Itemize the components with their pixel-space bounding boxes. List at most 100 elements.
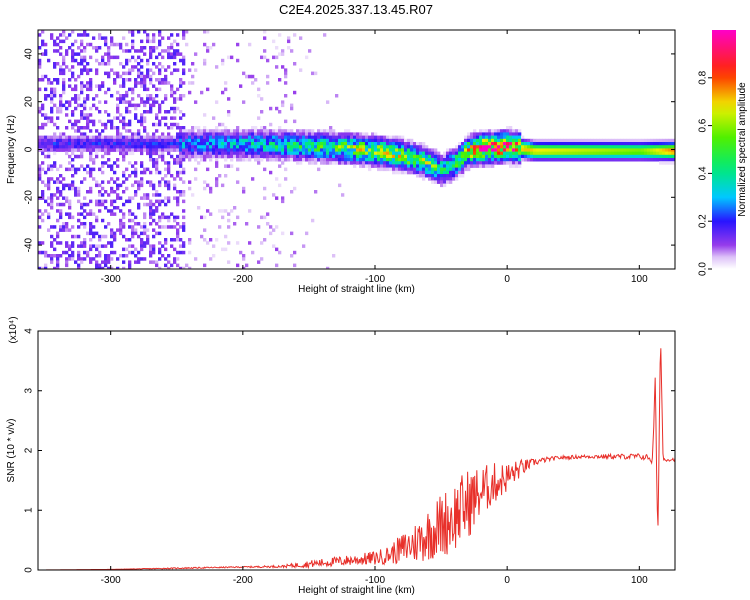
spectrogram-cell [104, 142, 108, 146]
spectrogram-cell [236, 129, 240, 133]
spectrogram-cell [266, 138, 270, 143]
spectrogram-cell [62, 58, 66, 63]
spectrogram-cell [224, 154, 228, 159]
spectrogram-cell [455, 174, 459, 178]
spectrogram-cell [137, 142, 141, 146]
spectrogram-cell [671, 142, 675, 146]
spectrogram-cell [476, 138, 480, 143]
spectrogram-cell [245, 129, 249, 133]
spectrogram-cell [320, 154, 324, 159]
spectrogram-cell [134, 58, 138, 63]
spectrogram-cell [509, 154, 513, 159]
spectrogram-cell [134, 116, 138, 120]
spectrogram-cell [161, 225, 165, 229]
spectrogram-cell [476, 161, 480, 165]
spectrogram-cell [110, 228, 114, 232]
spectrogram-cell [470, 145, 474, 149]
spectrogram-cell [110, 135, 114, 140]
spectrogram-cell [413, 148, 417, 152]
spectrogram-cell [152, 202, 156, 207]
spectrogram-cell [83, 135, 87, 140]
spectrogram-cell [107, 241, 111, 245]
spectrogram-cell [296, 135, 300, 140]
spectrogram-cell [404, 158, 408, 162]
spectrogram-cell [257, 154, 261, 159]
spectrogram-cell [521, 145, 525, 149]
spectrogram-cell [140, 84, 144, 88]
spectrogram-cell [230, 142, 234, 146]
spectrogram-cell [365, 151, 369, 156]
spectrogram-cell [464, 158, 468, 162]
spectrogram-cell [500, 151, 504, 156]
spectrogram-cell [311, 158, 315, 162]
spectrogram-cell [416, 167, 420, 172]
spectrogram-cell [101, 148, 105, 152]
spectrogram-cell [122, 158, 126, 162]
spectrogram-cell [341, 161, 345, 165]
spectrogram-cell [470, 132, 474, 136]
spectrogram-cell [143, 30, 147, 34]
spectrogram-cell [41, 52, 45, 56]
spectrogram-cell [371, 135, 375, 140]
spectrogram-cell [158, 225, 162, 229]
spectrogram-cell [167, 161, 171, 165]
spectrogram-cell [419, 148, 423, 152]
spectrogram-cell [116, 135, 120, 140]
spectrogram-cell [614, 151, 618, 156]
spectrogram-cell [587, 142, 591, 146]
spectrogram-cell [272, 55, 276, 60]
spectrogram-cell [419, 170, 423, 175]
spectrogram-cell [143, 170, 147, 175]
spectrogram-cell [389, 154, 393, 159]
spectrogram-cell [461, 158, 465, 162]
spectrogram-cell [215, 132, 219, 136]
spectrogram-cell [182, 62, 186, 66]
spectrogram-cell [329, 158, 333, 162]
spectrogram-cell [305, 135, 309, 140]
spectrogram-cell [278, 142, 282, 146]
spectrogram-cell [581, 158, 585, 162]
spectrogram-cell [182, 250, 186, 255]
spectrogram-cell [296, 158, 300, 162]
spectrogram-cell [278, 158, 282, 162]
spectrogram-cell [254, 78, 258, 82]
spectrogram-cell [323, 151, 327, 156]
spectrogram-cell [428, 164, 432, 168]
spectrogram-cell [275, 46, 279, 50]
spectrogram-cell [62, 202, 66, 207]
spectrogram-cell [197, 132, 201, 136]
spectrogram-cell [95, 135, 99, 140]
spectrogram-cell [203, 138, 207, 143]
spectrogram-cell [152, 218, 156, 223]
spectrogram-cell [155, 231, 159, 236]
spectrogram-cell [77, 154, 81, 159]
spectrogram-cell [239, 145, 243, 149]
spectrogram-cell [167, 65, 171, 69]
spectrogram-cell [356, 151, 360, 156]
spectrogram-cell [224, 174, 228, 178]
spectrogram-cell [158, 135, 162, 140]
spectrogram-cell [464, 138, 468, 143]
spectrogram-cell [665, 148, 669, 152]
spectrogram-cell [290, 106, 294, 111]
spectrogram-cell [98, 234, 102, 239]
spectrogram-cell [257, 225, 261, 229]
spectrogram-cell [323, 154, 327, 159]
spectrogram-cell [659, 148, 663, 152]
spectrogram-cell [287, 46, 291, 50]
spectrogram-cell [473, 132, 477, 136]
spectrogram-cell [428, 148, 432, 152]
spectrogram-cell [581, 142, 585, 146]
spectrogram-cell [176, 52, 180, 56]
spectrogram-cell [173, 62, 177, 66]
spectrogram-cell [125, 42, 129, 47]
spectrogram-cell [326, 135, 330, 140]
spectrogram-cell [503, 145, 507, 149]
spectrogram-cell [155, 78, 159, 82]
spectrogram-cell [152, 62, 156, 66]
spectrogram-cell [215, 148, 219, 152]
spectrogram-cell [104, 244, 108, 248]
y-tick-label: 3 [24, 388, 35, 394]
spectrogram-cell [149, 244, 153, 248]
spectrogram-cell [371, 145, 375, 149]
